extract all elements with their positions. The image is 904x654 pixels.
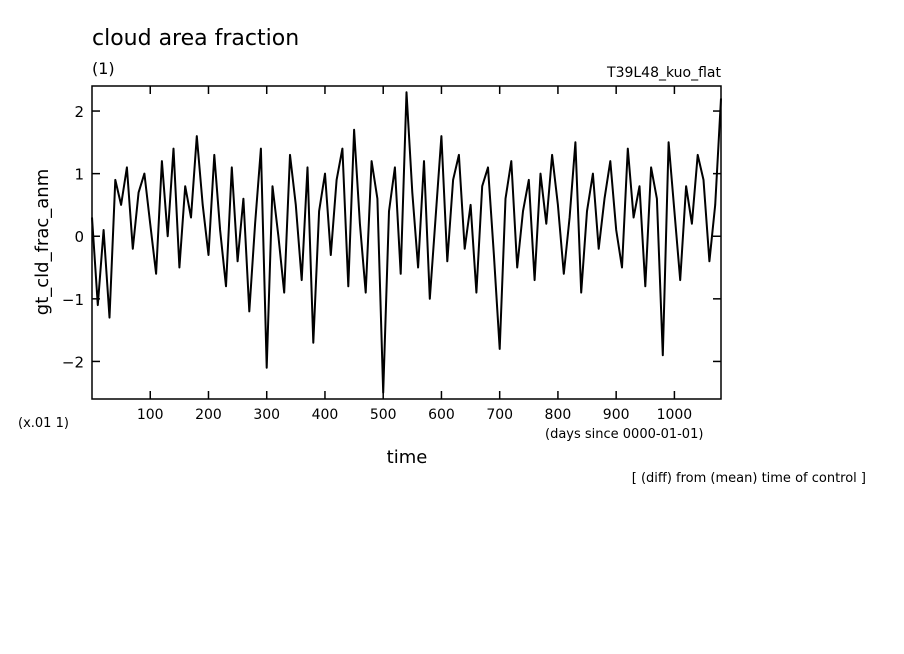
plot-frame xyxy=(91,85,722,400)
x-unit-label: (days since 0000-01-01) xyxy=(545,427,703,442)
footnote: [ (diff) from (mean) time of control ] xyxy=(632,471,866,486)
x-tick-label: 900 xyxy=(603,407,630,423)
x-tick-label: 600 xyxy=(428,407,455,423)
y-tick-label: 1 xyxy=(74,166,84,184)
y-tick-label: −1 xyxy=(62,291,84,309)
x-axis-label: time xyxy=(387,447,428,468)
y-tick-label: −2 xyxy=(62,353,84,371)
y-axis: −2 −1 0 1 2 xyxy=(62,103,721,371)
x-tick-label: 400 xyxy=(312,407,339,423)
x-tick-label: 1000 xyxy=(657,407,693,423)
series-line xyxy=(91,91,722,394)
chart-title: cloud area fraction xyxy=(92,26,299,51)
x-tick-label: 300 xyxy=(253,407,280,423)
run-label: T39L48_kuo_flat xyxy=(606,65,721,81)
x-tick-label: 500 xyxy=(370,407,397,423)
x-tick-label: 800 xyxy=(545,407,572,423)
x-tick-label: 700 xyxy=(486,407,513,423)
y-scale-note: (x.01 1) xyxy=(18,416,69,431)
x-axis: 100 200 300 400 500 600 700 800 900 1000 xyxy=(137,86,692,423)
y-axis-label: gt_cld_frac_anm xyxy=(32,169,53,315)
plot-area xyxy=(91,85,722,400)
y-tick-label: 2 xyxy=(74,103,84,121)
y-tick-label: 0 xyxy=(74,228,84,246)
x-tick-label: 100 xyxy=(137,407,164,423)
x-tick-label: 200 xyxy=(195,407,222,423)
chart-subtitle: (1) xyxy=(92,59,115,78)
